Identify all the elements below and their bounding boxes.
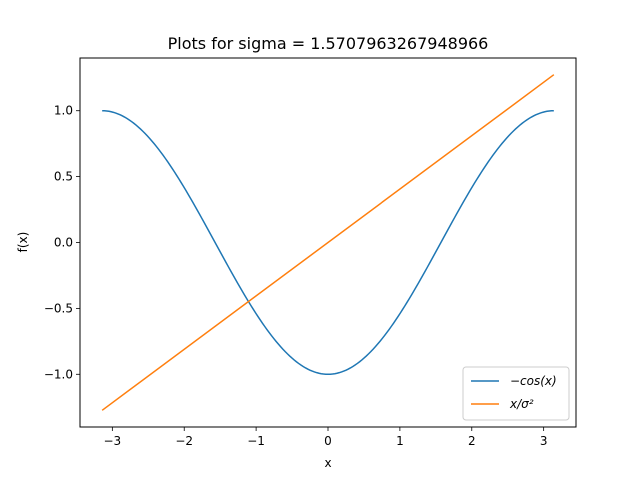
x-axis-label: x bbox=[324, 456, 331, 470]
y-tick-label: −0.5 bbox=[44, 301, 73, 315]
y-ticks: 1.0 0.5 0.0 −0.5 −1.0 bbox=[44, 104, 80, 381]
plot-lines bbox=[101, 74, 555, 411]
y-tick-label: 0.0 bbox=[54, 236, 73, 250]
x-tick-label: 0 bbox=[324, 434, 332, 448]
y-axis-label: f(x) bbox=[16, 232, 30, 253]
y-tick-label: 0.5 bbox=[54, 170, 73, 184]
x-tick-label: −3 bbox=[103, 434, 121, 448]
x-tick-label: 2 bbox=[468, 434, 476, 448]
legend-label-linear: x/σ² bbox=[509, 397, 534, 411]
x-tick-label: −1 bbox=[247, 434, 265, 448]
series-line-cos bbox=[102, 109, 554, 376]
series-line-linear bbox=[101, 74, 555, 411]
y-tick-label: 1.0 bbox=[54, 104, 73, 118]
x-tick-label: 1 bbox=[396, 434, 404, 448]
legend-label-cos: −cos(x) bbox=[510, 374, 557, 388]
chart-title: Plots for sigma = 1.5707963267948966 bbox=[168, 34, 489, 53]
y-tick-label: −1.0 bbox=[44, 367, 73, 381]
legend: −cos(x) x/σ² bbox=[462, 366, 570, 421]
x-tick-label: 3 bbox=[540, 434, 548, 448]
x-ticks: −3 −2 −1 0 1 2 3 bbox=[103, 427, 547, 448]
x-tick-label: −2 bbox=[175, 434, 193, 448]
